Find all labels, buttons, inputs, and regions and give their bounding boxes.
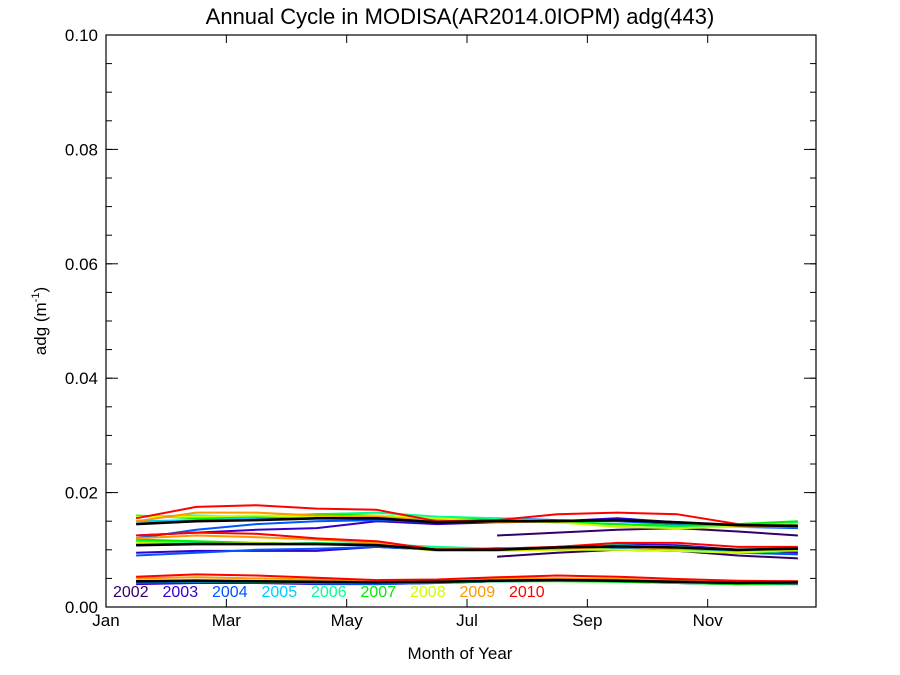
climatology-line <box>136 542 798 552</box>
legend-entry-2003: 2003 <box>163 584 199 601</box>
legend-entry-2006: 2006 <box>311 584 347 601</box>
y-tick-label: 0.08 <box>65 140 98 159</box>
y-axis-label-close: ) <box>31 287 50 293</box>
y-axis-label-superscript: -1 <box>30 292 42 302</box>
y-tick-label: 0.10 <box>65 26 98 45</box>
y-axis: 0.00 0.02 0.04 0.06 0.08 0.10 <box>65 26 816 617</box>
legend-entry-2008: 2008 <box>410 584 446 601</box>
y-tick-label: 0.02 <box>65 484 98 503</box>
legend-entry-2005: 2005 <box>262 584 298 601</box>
climatology-lines <box>136 517 798 585</box>
legend-entry-2002: 2002 <box>113 584 149 601</box>
x-axis-label: Month of Year <box>408 644 513 663</box>
x-axis: Jan Mar May Jul Sep Nov <box>92 35 723 630</box>
x-tick-label: Mar <box>212 611 242 630</box>
chart-title: Annual Cycle in MODISA(AR2014.0IOPM) adg… <box>206 4 715 29</box>
x-tick-label: Jan <box>92 611 119 630</box>
y-tick-label: 0.00 <box>65 598 98 617</box>
x-tick-label: Sep <box>572 611 602 630</box>
y-tick-label: 0.04 <box>65 369 98 388</box>
series-line-2002 <box>497 527 798 537</box>
legend-entry-2010: 2010 <box>509 584 545 601</box>
x-tick-label: Nov <box>693 611 724 630</box>
legend-entry-2004: 2004 <box>212 584 248 601</box>
y-axis-label: adg (m-1) <box>30 287 50 355</box>
y-axis-label-text: adg (m <box>31 302 50 355</box>
legend-entry-2009: 2009 <box>460 584 496 601</box>
y-tick-label: 0.06 <box>65 255 98 274</box>
climatology-line <box>136 578 798 585</box>
series-line-2010 <box>136 573 798 583</box>
climatology-line <box>136 517 798 528</box>
x-tick-label: Jul <box>456 611 478 630</box>
legend-entry-2007: 2007 <box>361 584 397 601</box>
legend: 2002 2003 2004 2005 2006 2007 2008 2009 2010 <box>113 584 545 601</box>
x-tick-label: May <box>331 611 364 630</box>
